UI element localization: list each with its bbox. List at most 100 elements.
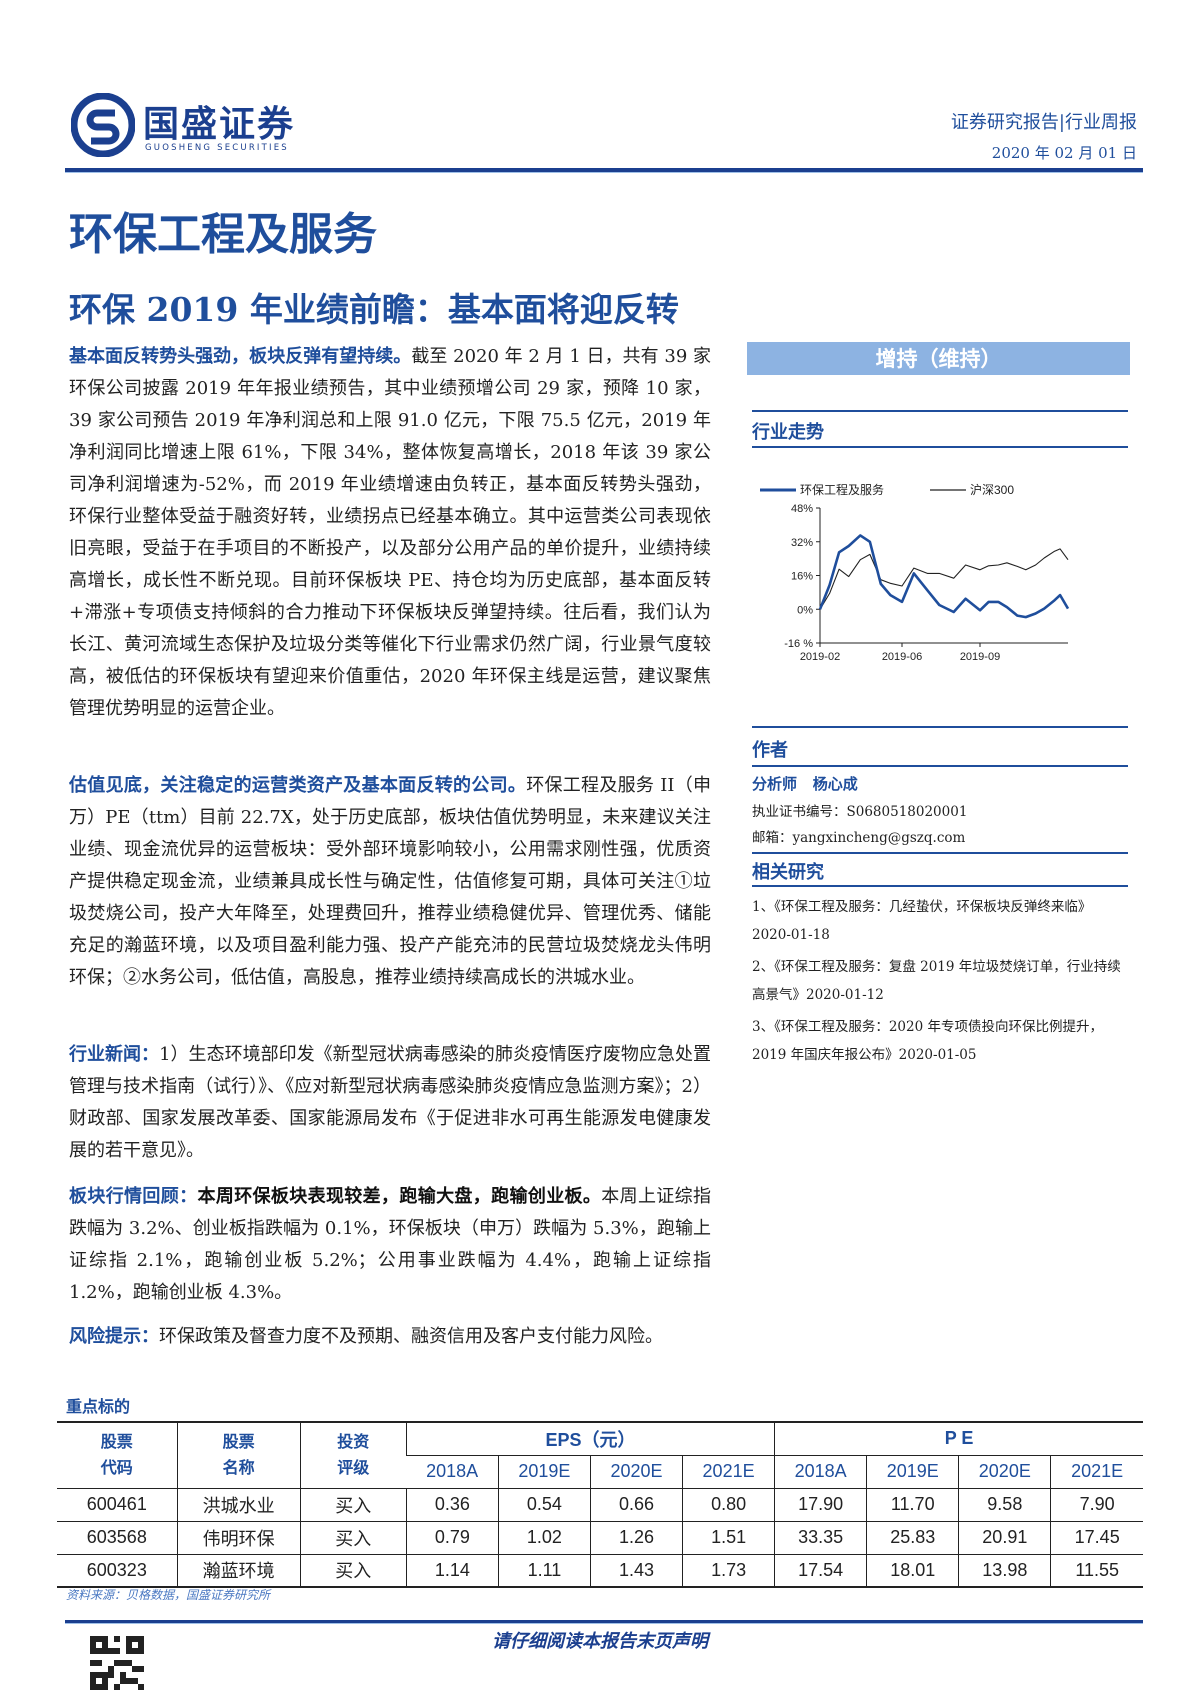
pe-value: 17.45: [1050, 1521, 1143, 1554]
x-tick-label: 2019-09: [960, 651, 1000, 663]
stock-rating: 买入: [299, 1488, 407, 1521]
eps-value: 0.79: [405, 1521, 499, 1554]
pe-value: 33.35: [774, 1521, 867, 1554]
paragraph-lead: 基本面反转势头强劲，板块反弹有望持续。: [69, 346, 412, 367]
pe-value: 7.90: [1050, 1488, 1143, 1521]
y-tick-label: 32%: [791, 537, 813, 549]
report-date: 2020 年 02 月 01 日: [991, 144, 1137, 162]
email-label: 邮箱：: [752, 830, 793, 846]
eps-value: 1.11: [497, 1554, 591, 1587]
stock-name: 洪城水业: [176, 1488, 301, 1521]
related-list: 1、《环保工程及服务：几经蛰伏，环保板块反弹终来临》2020-01-18 2、《…: [752, 893, 1128, 1069]
eps-value: 0.66: [589, 1488, 683, 1521]
eps-value: 1.43: [589, 1554, 683, 1587]
divider: [752, 885, 1128, 887]
divider: [752, 726, 1128, 728]
industry-title: 环保工程及服务: [69, 209, 377, 260]
header-eps: EPS（元）: [405, 1422, 775, 1456]
pe-value: 11.70: [866, 1488, 959, 1521]
qr-code-icon: [90, 1636, 144, 1690]
paragraph-lead: 风险提示：: [69, 1326, 159, 1347]
legend-label: 环保工程及服务: [800, 482, 884, 497]
industry-trend-chart: 48% 32% 16% 0% -16 %2019-02 2019-06 2019-09 环保工…: [760, 482, 1070, 663]
header-rating: 投资 评级: [299, 1422, 407, 1489]
eps-value: 0.36: [405, 1488, 499, 1521]
eps-value: 1.26: [589, 1521, 683, 1554]
x-tick-label: 2019-02: [800, 651, 840, 663]
pe-value: 11.55: [1050, 1554, 1143, 1587]
divider: [752, 765, 1128, 767]
trend-heading: 行业走势: [752, 422, 824, 443]
related-item[interactable]: 2、《环保工程及服务：复盘 2019 年垃圾焚烧订单，行业持续高景气》2020-…: [752, 959, 1121, 1003]
key-stocks-heading: 重点标的: [66, 1397, 131, 1416]
divider: [752, 446, 1128, 448]
eps-value: 1.73: [682, 1554, 775, 1587]
divider: [752, 852, 1128, 854]
valuation-paragraph: 估值见底，关注稳定的运营类资产及基本面反转的公司。环保工程及服务 II（申万）P…: [69, 770, 711, 994]
paragraph-lead: 板块行情回顾：: [69, 1186, 198, 1207]
report-title: 环保 2019 年业绩前瞻：基本面将迎反转: [69, 290, 679, 329]
analyst-label: 分析师: [752, 775, 798, 793]
y-tick-label: 0%: [797, 604, 813, 616]
year-header: 2020E: [589, 1455, 683, 1488]
divider: [752, 410, 1128, 412]
summary-paragraph: 基本面反转势头强劲，板块反弹有望持续。截至 2020 年 2 月 1 日，共有 …: [69, 341, 711, 725]
series-line: [819, 548, 1069, 610]
stock-code: 600461: [86, 1494, 147, 1514]
pe-value: 25.83: [866, 1521, 959, 1554]
stock-code: 600323: [86, 1559, 147, 1580]
year-header: 2021E: [1050, 1455, 1143, 1488]
y-tick-label: -16 %: [784, 638, 813, 650]
table-row: 600323 瀚蓝环境 买入 1.14 1.11 1.43 1.73 17.54 18.01 13…: [57, 1554, 1143, 1587]
logo: 国盛证券 GUOSHENG SECURITIES: [71, 93, 311, 159]
market-review-paragraph: 板块行情回顾：本周环保板块表现较差，跑输大盘，跑输创业板。本周上证综指跌幅为 3…: [69, 1181, 711, 1309]
eps-value: 0.80: [682, 1488, 775, 1521]
analyst: 分析师 杨心成: [752, 773, 1128, 794]
footer-disclaimer: 请仔细阅读本报告末页声明: [492, 1631, 708, 1652]
rating-badge: 增持（维持）: [747, 342, 1130, 375]
paragraph-text: 1）生态环境部印发《新型冠状病毒感染的肺炎疫情医疗废物应急处置管理与技术指南（试…: [69, 1044, 711, 1161]
eps-value: 1.02: [497, 1521, 591, 1554]
key-stocks-table: 股票 代码 股票 名称 投资 评级 EPS（元） P E 2018A 2019E 2020…: [57, 1421, 1143, 1588]
paragraph-text: 本周上证综指跌幅为 3.2%、创业板指跌幅为 0.1%，环保板块（申万）跌幅为 …: [69, 1186, 712, 1303]
email-link[interactable]: yangxincheng@gszq.com: [792, 830, 966, 846]
year-header: 2019E: [866, 1455, 959, 1488]
paragraph-bold: 本周环保板块表现较差，跑输大盘，跑输创业板。: [197, 1186, 602, 1207]
pe-value: 18.01: [866, 1554, 959, 1587]
table-row: 603568 伟明环保 买入 0.79 1.02 1.26 1.51 33.35 25.83 20…: [57, 1521, 1143, 1554]
related-item[interactable]: 3、《环保工程及服务：2020 年专项债投向环保比例提升，2019 年国庆年报公…: [752, 1019, 1103, 1063]
stock-name: 瀚蓝环境: [176, 1554, 301, 1587]
license-label: 执业证书编号：: [752, 804, 847, 820]
risk-paragraph: 风险提示：环保政策及督查力度不及预期、融资信用及客户支付能力风险。: [69, 1321, 711, 1353]
related-item[interactable]: 1、《环保工程及服务：几经蛰伏，环保板块反弹终来临》2020-01-18: [752, 899, 1092, 943]
stock-rating: 买入: [299, 1521, 407, 1554]
series-line: [818, 534, 1070, 619]
y-tick-label: 48%: [791, 503, 813, 515]
paragraph-text: 环保政策及督查力度不及预期、融资信用及客户支付能力风险。: [159, 1326, 663, 1347]
author-heading: 作者: [752, 740, 788, 761]
paragraph-lead: 行业新闻：: [69, 1044, 160, 1065]
pe-value: 20.91: [958, 1521, 1051, 1554]
year-header: 2021E: [682, 1455, 775, 1488]
footer-divider: [65, 1620, 1143, 1624]
header-divider: [65, 168, 1143, 173]
email: 邮箱：yangxincheng@gszq.com: [752, 826, 1128, 846]
paragraph-lead: 估值见底，关注稳定的运营类资产及基本面反转的公司。: [69, 775, 527, 796]
paragraph-text: 截至 2020 年 2 月 1 日，共有 39 家环保公司披露 2019 年年报…: [69, 346, 712, 719]
stock-name: 伟明环保: [176, 1521, 301, 1554]
logo-text: 国盛证券: [143, 104, 296, 145]
pe-value: 13.98: [958, 1554, 1051, 1587]
related-heading: 相关研究: [752, 862, 824, 883]
y-tick-label: 16%: [791, 571, 813, 583]
x-tick-label: 2019-06: [882, 651, 922, 663]
year-header: 2018A: [426, 1461, 479, 1481]
eps-value: 1.14: [405, 1554, 499, 1587]
stock-code: 603568: [86, 1527, 147, 1547]
logo-subtext: GUOSHENG SECURITIES: [145, 143, 289, 153]
report-type: 证券研究报告|行业周报: [950, 112, 1137, 133]
stock-rating: 买入: [299, 1554, 407, 1587]
header-code: 股票 代码: [57, 1422, 178, 1489]
eps-value: 1.51: [682, 1521, 775, 1554]
license-number: S0680518020001: [846, 804, 968, 820]
pe-value: 9.58: [958, 1488, 1051, 1521]
